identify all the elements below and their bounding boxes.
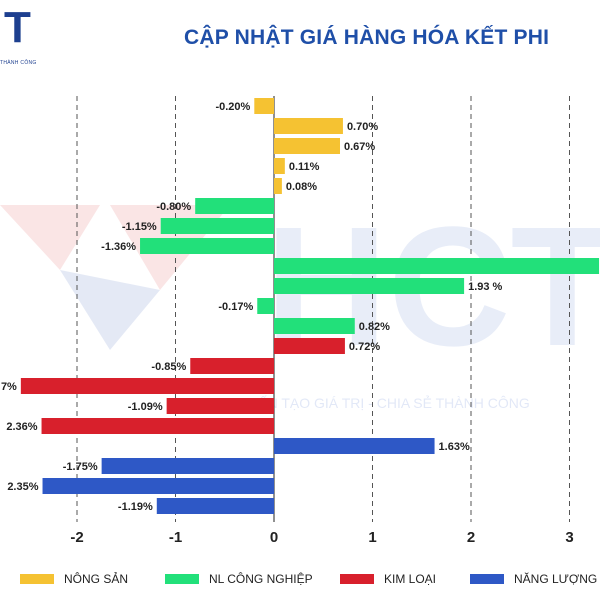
logo-letter: T <box>4 3 31 52</box>
x-tick-label: 0 <box>270 529 278 546</box>
legend-label-nl-cong-nghiep: NL CÔNG NGHIỆP <box>209 572 313 586</box>
data-label: 1.93 % <box>468 281 502 293</box>
bar <box>101 458 274 474</box>
legend-label-kim-loai: KIM LOẠI <box>384 572 437 586</box>
data-label: 0.67% <box>344 141 375 153</box>
bar <box>190 358 274 374</box>
data-label: 7% <box>1 381 17 393</box>
data-label: 0.70% <box>347 121 378 133</box>
data-label: -1.75% <box>63 461 98 473</box>
bar <box>257 298 274 314</box>
x-tick-label: -1 <box>169 529 182 546</box>
data-label: 1.63% <box>439 441 470 453</box>
bar <box>254 98 274 114</box>
data-label: -0.85% <box>151 361 186 373</box>
data-label: 0.72% <box>349 341 380 353</box>
legend-item-nang-luong: NĂNG LƯỢNG <box>470 572 597 586</box>
bar <box>166 398 274 414</box>
watermark-slogan: KIẾN TẠO GIÁ TRỊ - CHIA SẺ THÀNH CÔNG <box>245 395 530 411</box>
x-tick-label: 2 <box>467 529 475 546</box>
legend-item-kim-loai: KIM LOẠI <box>340 572 436 586</box>
bar <box>41 418 274 434</box>
data-label: -1.09% <box>128 401 163 413</box>
data-label: -1.36% <box>101 241 136 253</box>
legend-item-nong-san: NÔNG SẢN <box>20 572 128 586</box>
bar <box>160 218 274 234</box>
bar <box>274 318 355 334</box>
bar <box>274 118 343 134</box>
bar <box>274 278 465 294</box>
bar <box>274 178 282 194</box>
watermark-shape <box>0 205 100 270</box>
legend-swatch-kim-loai <box>340 574 374 584</box>
bar <box>156 498 274 514</box>
data-label: -0.80% <box>156 201 191 213</box>
bar <box>20 378 275 394</box>
data-label: 0.82% <box>359 321 390 333</box>
data-label: -1.19% <box>118 501 153 513</box>
bar <box>140 238 274 254</box>
x-tick-label: 3 <box>565 529 573 546</box>
legend-item-nl-cong-nghiep: NL CÔNG NGHIỆP <box>165 572 313 586</box>
data-label: 2.35% <box>7 481 38 493</box>
x-tick-label: -2 <box>70 529 83 546</box>
bar <box>274 258 600 274</box>
legend-swatch-nang-luong <box>470 574 504 584</box>
data-label: -0.20% <box>215 101 250 113</box>
bar <box>42 478 275 494</box>
legend-swatch-nong-san <box>20 574 54 584</box>
legend: NÔNG SẢN NL CÔNG NGHIỆP KIM LOẠI NĂNG LƯ… <box>0 572 600 592</box>
bar <box>274 158 285 174</box>
data-label: -0.17% <box>218 301 253 313</box>
logo-subtitle: THÀNH CÔNG <box>0 60 37 66</box>
legend-label-nong-san: NÔNG SẢN <box>64 572 129 586</box>
bar <box>274 138 340 154</box>
data-label: 0.08% <box>286 181 317 193</box>
logo: T THÀNH CÔNG <box>0 0 70 80</box>
data-label: 0.11% <box>289 161 320 173</box>
bar <box>274 338 345 354</box>
bar <box>195 198 274 214</box>
legend-swatch-nl-cong-nghiep <box>165 574 199 584</box>
x-tick-label: 1 <box>368 529 376 546</box>
watermark-shape <box>60 270 160 350</box>
data-label: -1.15% <box>122 221 157 233</box>
legend-label-nang-luong: NĂNG LƯỢNG <box>514 572 598 586</box>
chart-title: CẬP NHẬT GIÁ HÀNG HÓA KẾT PHI <box>184 26 550 49</box>
data-label: 2.36% <box>6 421 37 433</box>
bar <box>274 438 435 454</box>
